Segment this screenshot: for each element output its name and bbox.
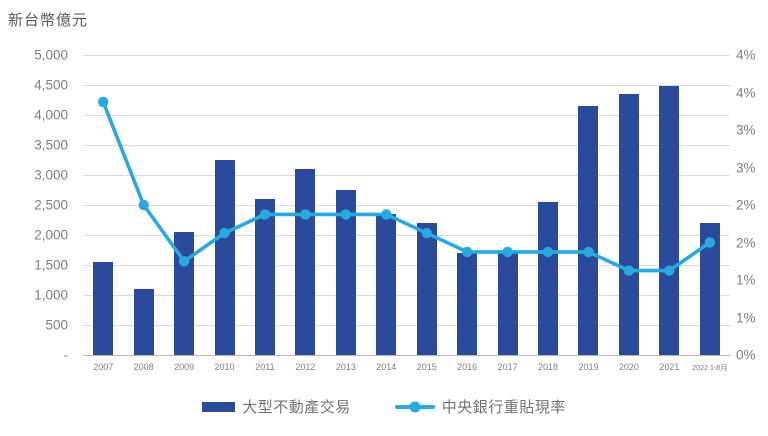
x-axis-tick-2021: 2021 (659, 362, 680, 372)
bar-2007 (93, 262, 114, 355)
right-axis-tick: 2% (736, 235, 756, 250)
rate-point-2013 (340, 209, 351, 220)
gridline (83, 115, 730, 116)
x-axis-tick-2014: 2014 (376, 362, 397, 372)
bar-series-swatch-icon (202, 401, 236, 412)
x-axis-tick-2007: 2007 (93, 362, 114, 372)
legend-item-line-series: 中央銀行重貼現率 (394, 396, 566, 417)
rate-point-2012 (300, 209, 311, 220)
bar-2017 (497, 253, 518, 355)
left-axis-tick: 4,000 (34, 107, 68, 123)
right-axis-tick: 4% (736, 47, 756, 63)
gridline (83, 295, 730, 296)
gridline (83, 175, 730, 176)
x-axis-tick-2009: 2009 (174, 362, 195, 372)
gridline (83, 55, 730, 56)
x-axis-baseline (83, 355, 730, 356)
rate-point-2007 (98, 96, 109, 108)
rate-point-2018 (542, 246, 554, 258)
left-axis-tick: 1,000 (34, 287, 68, 303)
legend-label-bar-series: 大型不動產交易 (242, 399, 351, 416)
rate-point-2019 (583, 246, 594, 258)
right-axis-tick: 3% (736, 122, 756, 138)
bar-2014 (376, 214, 397, 355)
rate-point-2017 (502, 246, 513, 258)
rate-point-2021 (664, 265, 675, 276)
x-axis-tick-2019: 2019 (578, 362, 599, 372)
gridline (83, 145, 730, 146)
x-axis-tick-2013: 2013 (335, 362, 356, 372)
right-percent-axis: 4% 4% 3% 3% 2% 2% 1% 1% 0% (736, 48, 768, 363)
left-axis-tick: 2,000 (34, 227, 68, 243)
left-axis-unit-title: 新台幣億元 (8, 12, 89, 29)
gridline (83, 325, 730, 326)
rate-point-2014 (381, 209, 392, 220)
rate-point-2009 (178, 256, 190, 267)
right-axis-tick: 1% (736, 272, 756, 288)
line-series-swatch-icon (394, 401, 435, 412)
rate-line-layer (98, 96, 715, 276)
legend: 大型不動產交易 中央銀行重貼現率 (0, 396, 768, 417)
gridline (83, 235, 730, 236)
bar-2018 (538, 202, 559, 355)
bar-2013 (335, 190, 356, 355)
rate-point-2016 (462, 246, 473, 258)
left-axis-tick: 3,000 (34, 167, 68, 183)
gridline (83, 205, 730, 206)
left-axis-tick: 5,000 (34, 47, 68, 63)
gridline (83, 265, 730, 266)
gridline (83, 85, 730, 86)
right-axis-tick: 3% (736, 160, 756, 175)
left-value-axis: 5,000 4,500 4,000 3,500 3,000 2,500 2,000 1,500… (0, 48, 68, 363)
bar-2015 (416, 223, 437, 355)
bar-2008 (133, 289, 154, 355)
legend-item-bar-series: 大型不動產交易 (202, 396, 351, 417)
right-axis-tick: 2% (736, 197, 756, 213)
x-axis-tick-2017: 2017 (497, 362, 518, 372)
bar-2019 (578, 106, 599, 355)
x-axis-tick-2015: 2015 (416, 362, 437, 372)
rate-line (101, 100, 712, 273)
plot-area (83, 55, 730, 356)
rate-point-2015 (421, 227, 432, 239)
left-axis-tick: 4,500 (34, 77, 68, 93)
rate-point-2022 1-8月 (704, 237, 715, 248)
left-axis-tick: 2,500 (34, 197, 68, 213)
x-axis-tick-2010: 2010 (214, 362, 235, 372)
rate-point-2011 (259, 209, 271, 220)
right-axis-tick: 4% (736, 85, 756, 100)
bar-2010 (214, 160, 235, 355)
bar-2011 (254, 199, 275, 355)
bar-2020 (618, 94, 639, 355)
bar-2016 (457, 253, 478, 355)
left-axis-tick: 1,500 (34, 257, 68, 273)
x-axis-tick-2018: 2018 (538, 362, 559, 372)
x-axis-tick-2022-1-8月: 2022 1-8月 (692, 363, 728, 372)
left-axis-tick: 500 (45, 317, 68, 333)
bar-2009 (174, 232, 195, 355)
category-axis: 2007 2008 2009 2010 2011 2012 2013 2014 2015 2016… (83, 362, 730, 378)
legend-label-line-series: 中央銀行重貼現率 (441, 399, 566, 416)
x-axis-tick-2012: 2012 (295, 362, 316, 372)
rate-point-2010 (219, 227, 230, 239)
x-axis-tick-2016: 2016 (457, 362, 478, 372)
x-axis-tick-2020: 2020 (618, 362, 639, 372)
rate-point-2020 (623, 265, 635, 276)
right-axis-tick: 0% (736, 347, 756, 363)
bar-2022 1-8月 (699, 223, 720, 355)
line-series-marker-icon (409, 401, 421, 412)
right-axis-tick: 1% (736, 310, 756, 325)
x-axis-tick-2008: 2008 (133, 362, 154, 372)
bar-2021 (659, 86, 680, 355)
x-axis-tick-2011: 2011 (255, 362, 275, 372)
left-axis-tick: 3,500 (34, 137, 68, 153)
left-axis-tick: - (63, 347, 69, 363)
rate-point-2008 (138, 199, 149, 211)
